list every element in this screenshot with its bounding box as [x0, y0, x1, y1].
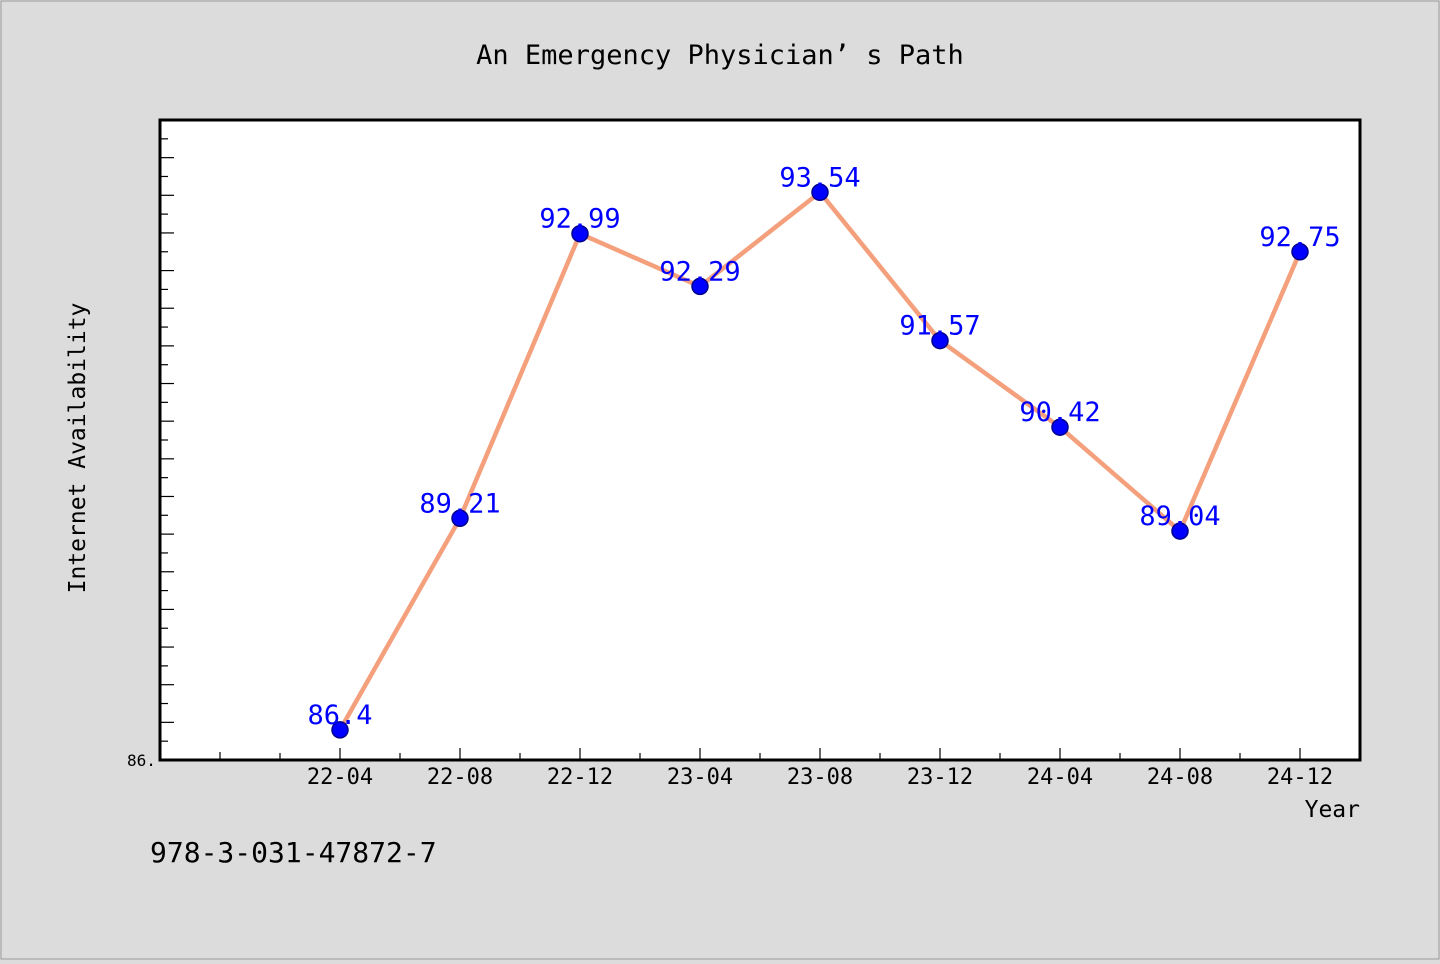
data-point	[811, 183, 829, 202]
x-tick-label: 23-12	[907, 765, 973, 790]
x-tick-label: 23-04	[667, 765, 733, 790]
data-label: 92.75	[1259, 222, 1340, 253]
y-axis-ticks	[160, 138, 174, 761]
x-tick-label: 24-04	[1027, 765, 1093, 790]
data-labels: 86.4 89.21 92.99 92.29 93.54 91.57 90.42 89.04 9…	[307, 162, 1340, 731]
y-tick-label: 86.	[127, 751, 156, 770]
data-point	[331, 721, 349, 739]
series-markers	[331, 183, 1309, 739]
x-axis-ticks: 22-04 22-08 22-12 23-04 23-08 23-12 24-04 24-08…	[219, 748, 1333, 790]
x-tick-label: 22-12	[547, 765, 613, 790]
data-point	[571, 224, 589, 243]
chart-title: An Emergency Physician’ s Path	[476, 40, 964, 71]
data-point	[691, 277, 709, 296]
data-point	[931, 331, 949, 350]
x-tick-label: 23-08	[787, 765, 853, 790]
data-point	[451, 509, 469, 528]
caption-text: 978-3-031-47872-7	[150, 836, 437, 869]
data-point	[1051, 418, 1069, 436]
x-tick-label: 22-04	[307, 765, 373, 790]
x-axis-label: Year	[1305, 797, 1360, 823]
data-label: 86.4	[307, 700, 372, 731]
data-label: 92.99	[539, 204, 620, 235]
data-label: 91.57	[899, 311, 980, 342]
data-label: 93.54	[779, 162, 860, 193]
x-tick-label: 24-12	[1267, 765, 1333, 790]
x-tick-label: 24-08	[1147, 765, 1213, 790]
data-point	[1291, 243, 1309, 261]
plot-area	[158, 118, 1362, 762]
data-label: 89.21	[419, 488, 500, 519]
data-label: 90.42	[1019, 397, 1100, 428]
data-label: 89.04	[1139, 501, 1220, 532]
y-axis-label: Internet Availability	[65, 303, 91, 594]
x-tick-label: 22-08	[427, 765, 493, 790]
data-label: 92.29	[659, 256, 740, 287]
data-point	[1171, 522, 1189, 540]
